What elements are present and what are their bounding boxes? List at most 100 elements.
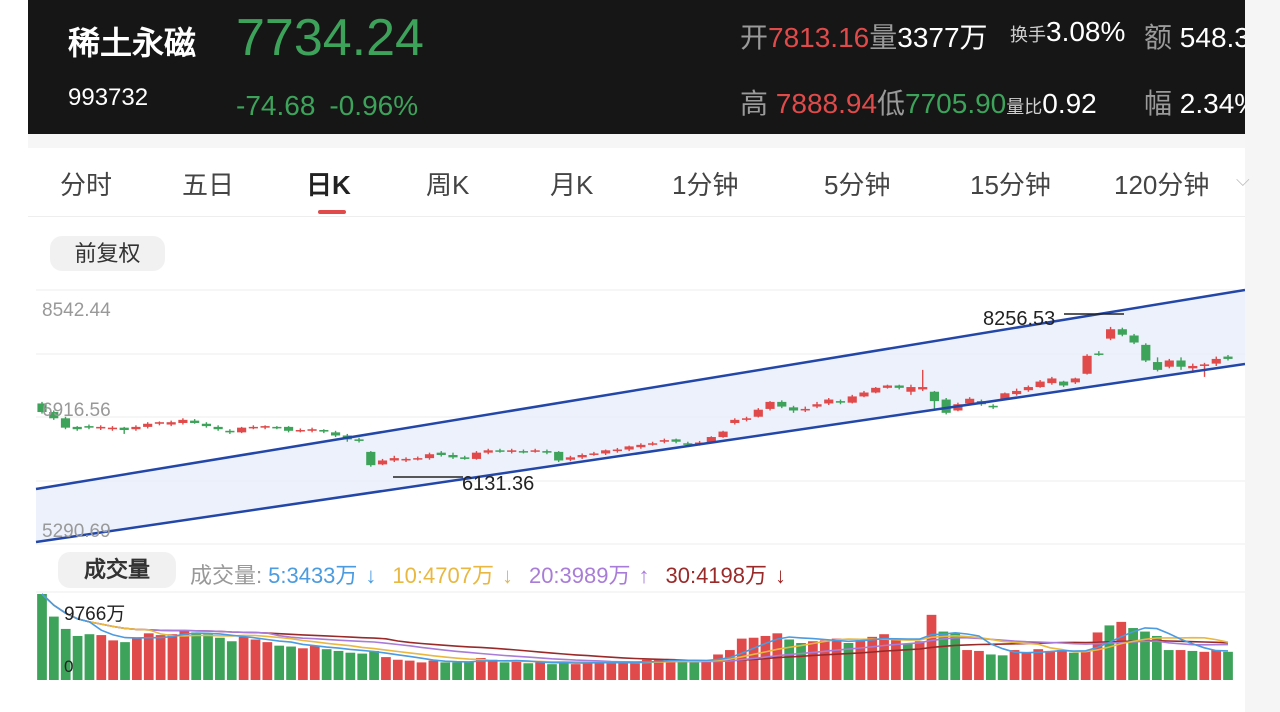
candle-body: [107, 427, 118, 430]
volume-bar: [582, 662, 593, 680]
channel-fill: [36, 290, 1245, 542]
kline-chart[interactable]: 8542.44 6916.56 5290.69 8256.53 6131.36: [28, 284, 1245, 546]
min-annotation: 6131.36: [462, 473, 534, 495]
candle-body: [471, 452, 482, 459]
tab-monthly-k[interactable]: 月K: [550, 170, 594, 200]
volume-bar: [618, 662, 629, 680]
volume-bar: [902, 643, 913, 680]
candle-body: [1023, 387, 1033, 391]
volume-bar: [879, 634, 889, 680]
adjust-button[interactable]: 前复权: [50, 236, 165, 271]
volume-bar: [357, 653, 368, 680]
tab-intraday[interactable]: 分时: [60, 170, 113, 200]
right-margin: [1245, 0, 1280, 712]
tab-15min[interactable]: 15分钟: [970, 170, 1051, 200]
volume-bar: [558, 661, 569, 680]
candle-body: [1012, 390, 1022, 395]
candle-body: [765, 401, 775, 409]
volume-top-label: 9766万: [64, 604, 125, 625]
candle-body: [812, 404, 822, 407]
volume-bar: [1009, 650, 1020, 680]
volume-bar: [48, 616, 59, 680]
candle-body: [507, 450, 517, 452]
volume-bar: [653, 659, 664, 680]
candle-body: [330, 432, 341, 436]
candle-body: [366, 451, 376, 466]
volume-bar: [784, 639, 795, 680]
period-tabs: 分时 五日 日K 周K 月K 1分钟 5分钟 15分钟 120分钟 ⌵: [28, 148, 1250, 217]
volume-value: 3377万: [897, 22, 988, 53]
tab-five-day[interactable]: 五日: [182, 170, 235, 200]
chevron-down-icon[interactable]: ⌵: [1236, 170, 1250, 190]
volume-bar: [808, 641, 818, 680]
volume-bar: [914, 641, 925, 680]
candle-body: [154, 422, 165, 424]
candle-body: [554, 451, 564, 461]
candle-body: [518, 451, 529, 453]
candle-body: [495, 450, 505, 452]
volume-indicator-button[interactable]: 成交量: [58, 552, 176, 588]
tab-weekly-k[interactable]: 周K: [426, 170, 470, 200]
candle-body: [871, 387, 881, 393]
volume-bars: [37, 594, 1233, 680]
open-stat: 开7813.16量3377万: [740, 16, 988, 56]
max-annotation: 8256.53: [983, 308, 1055, 330]
volume-bar: [298, 648, 308, 680]
volume-bar: [997, 655, 1008, 680]
candle-body: [929, 391, 940, 402]
tab-daily-k[interactable]: 日K: [306, 170, 351, 200]
ma20-arrow: ↑: [638, 563, 650, 588]
candle-body: [119, 427, 129, 431]
channel-lower-line: [35, 362, 1245, 544]
candle-body: [1117, 329, 1127, 335]
amplitude-value: 2.34%: [1179, 88, 1245, 119]
candle-body: [1164, 360, 1174, 367]
candle-body: [683, 443, 693, 445]
candle-body: [565, 457, 575, 460]
volume-bar: [392, 659, 403, 680]
amount-value: 548.3: [1179, 22, 1245, 53]
candle-body: [1070, 378, 1080, 383]
volume-bar: [499, 662, 510, 680]
volume-bar: [286, 646, 296, 680]
volume-bar: [511, 661, 522, 680]
volume-bar: [84, 634, 95, 680]
candle-body: [1094, 353, 1104, 355]
low-label: 低: [877, 88, 906, 119]
candle-body: [542, 451, 552, 453]
tab-5min[interactable]: 5分钟: [824, 170, 891, 200]
volume-bar: [1140, 631, 1150, 680]
volume-chart[interactable]: 9766万 0: [28, 590, 1245, 682]
candle-body: [307, 429, 317, 431]
volume-bar: [475, 657, 486, 680]
volume-label: 量: [869, 22, 898, 53]
volume-bar: [606, 663, 617, 680]
candle-body: [237, 427, 247, 433]
ma10-value: 10:4707万: [392, 563, 494, 588]
volume-bar: [108, 640, 119, 680]
volume-bar: [155, 635, 166, 680]
tab-120min[interactable]: 120分钟: [1114, 170, 1210, 200]
volume-bar: [1163, 650, 1174, 680]
ma10-arrow: ↓: [501, 563, 513, 588]
volume-bar: [321, 649, 332, 680]
candle-body: [1035, 381, 1045, 388]
volume-bar: [72, 635, 83, 680]
low-value: 7705.90: [905, 88, 1007, 119]
volume-bar: [250, 639, 261, 680]
candle-body: [84, 426, 94, 428]
volume-bar: [831, 638, 842, 680]
candle-body: [800, 408, 810, 411]
high-value: 7888.94: [775, 88, 878, 119]
candle-body: [589, 453, 599, 455]
candle-body: [319, 430, 329, 432]
candle-body: [835, 401, 846, 403]
candle-body: [530, 450, 540, 452]
volume-bar: [167, 634, 178, 680]
current-price: 7734.24: [236, 9, 424, 67]
volume-bar: [594, 661, 605, 680]
candle-body: [448, 455, 458, 458]
volume-legend-label: 成交量:: [190, 563, 263, 588]
tab-1min[interactable]: 1分钟: [672, 170, 739, 200]
candle-body: [72, 426, 82, 430]
